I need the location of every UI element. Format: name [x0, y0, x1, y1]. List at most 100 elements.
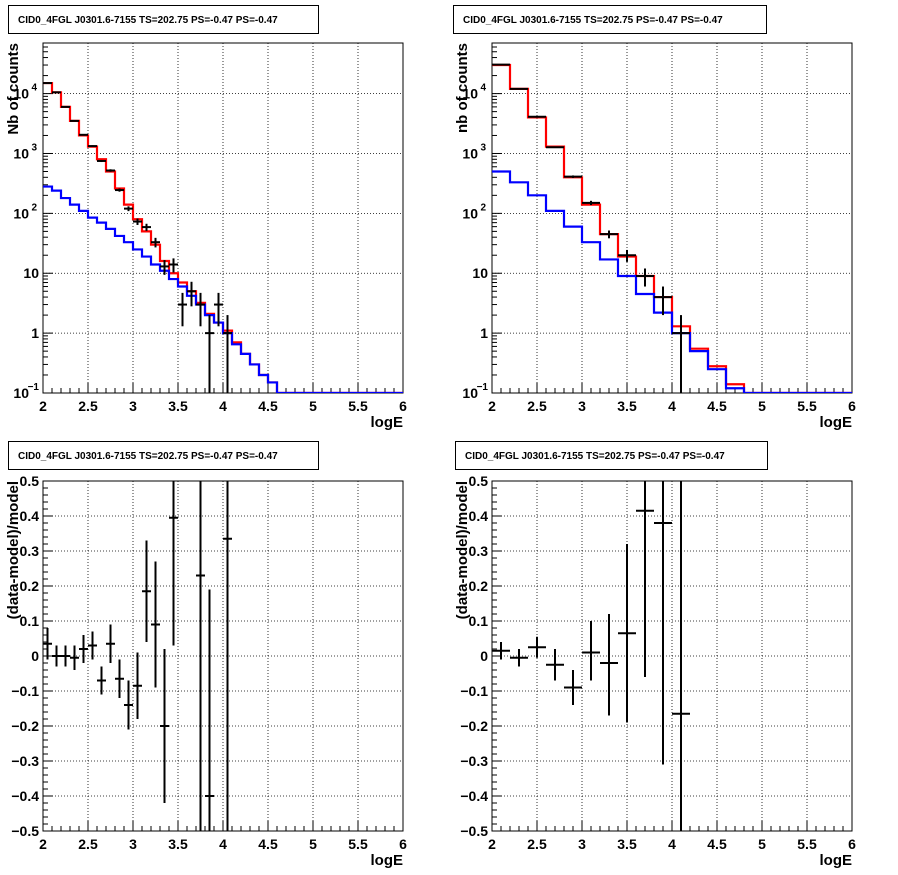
data-point: [61, 645, 70, 667]
x-tick-label: 4.5: [707, 836, 727, 852]
x-axis-title: logE: [371, 414, 404, 431]
x-tick-label: 3.5: [168, 398, 188, 414]
y-axis-ticks: [492, 480, 502, 832]
y-tick-label: 1: [480, 325, 488, 341]
y-tick-base: 1: [480, 325, 488, 341]
data-point: [142, 540, 151, 642]
y-tick-base: 10: [462, 86, 478, 102]
x-axis-title: logE: [820, 852, 853, 869]
plot-area: [43, 481, 232, 831]
data-point: [61, 105, 70, 108]
y-tick-exponent: 3: [480, 142, 486, 153]
x-tick-label: 5.5: [348, 398, 368, 414]
y-tick-label: 10: [13, 205, 29, 221]
y-tick-exponent: 2: [31, 202, 37, 213]
y-tick-label: −0.4: [11, 788, 39, 804]
x-tick-label: 4: [219, 836, 227, 852]
y-axis-title: (data-model)/model: [5, 481, 22, 619]
x-tick-label: 6: [848, 398, 856, 414]
y-tick-label: 0.1: [469, 613, 489, 629]
title-box: [8, 441, 319, 470]
x-tick-label: 3: [129, 836, 137, 852]
data-point: [124, 680, 133, 730]
y-tick-label: 10: [462, 385, 478, 401]
x-tick-label: 3.5: [617, 836, 637, 852]
x-tick-label: 2.5: [527, 398, 547, 414]
y-tick-base: 10: [472, 265, 488, 281]
x-tick-label: 5.5: [797, 836, 817, 852]
x-tick-label: 6: [848, 836, 856, 852]
data-point: [187, 281, 196, 307]
y-tick-base: 10: [462, 205, 478, 221]
x-axis-ticks: [42, 383, 404, 393]
data-point: [672, 481, 690, 831]
y-tick-label: 10: [462, 86, 478, 102]
x-tick-label: 4.5: [258, 398, 278, 414]
panel-title: CID0_4FGL J0301.6-7155 TS=202.75 PS=-0.4…: [463, 15, 723, 26]
y-tick-label: 0.2: [469, 578, 489, 594]
panel-title: CID0_4FGL J0301.6-7155 TS=202.75 PS=-0.4…: [465, 451, 725, 462]
x-tick-label: 2.5: [527, 836, 547, 852]
y-tick-exponent: 4: [31, 83, 37, 94]
data-point: [160, 649, 169, 803]
data-point: [528, 636, 546, 658]
y-tick-exponent: 4: [480, 83, 486, 94]
y-axis-ticks: [43, 42, 53, 394]
data-points: [43, 481, 232, 831]
data-point: [169, 481, 178, 646]
y-tick-label: −0.3: [11, 753, 39, 769]
plot-area: [43, 81, 403, 393]
data-point: [582, 200, 600, 205]
y-tick-label: 0.5: [469, 473, 489, 489]
y-tick-label: 10: [13, 86, 29, 102]
data-point: [510, 649, 528, 667]
y-tick-exponent: 3: [31, 142, 37, 153]
plot-area: [492, 63, 852, 393]
data-point: [636, 268, 654, 287]
x-tick-label: 2.5: [78, 398, 98, 414]
data-point: [52, 645, 61, 667]
y-tick-exponent: −1: [28, 382, 40, 393]
data-point: [142, 223, 151, 231]
data-point: [79, 635, 88, 663]
histogram-series-blue: [43, 185, 403, 393]
y-tick-base: 10: [462, 385, 478, 401]
y-axis-title: nb of counts: [454, 43, 471, 133]
panel-3: CID0_4FGL J0301.6-7155 TS=202.75 PS=-0.4…: [5, 441, 407, 869]
data-point: [151, 237, 160, 248]
data-point: [97, 159, 106, 163]
y-tick-label: 0.3: [469, 543, 489, 559]
data-point: [70, 645, 79, 670]
data-point: [618, 249, 636, 262]
y-tick-base: 10: [462, 145, 478, 161]
data-point: [106, 169, 115, 172]
y-tick-label: −0.4: [460, 788, 488, 804]
y-tick-label: −0.5: [460, 823, 488, 839]
x-tick-label: 3.5: [168, 836, 188, 852]
title-box: [8, 5, 319, 34]
title-box: [455, 441, 768, 470]
x-tick-label: 3: [578, 836, 586, 852]
data-point: [178, 292, 187, 327]
data-point: [70, 119, 79, 122]
y-axis-title: (data-model)/model: [454, 481, 471, 619]
y-tick-label: 0.4: [20, 508, 40, 524]
data-point: [43, 628, 52, 660]
y-tick-exponent: −1: [477, 382, 489, 393]
y-tick-base: 1: [31, 325, 39, 341]
y-tick-base: 10: [13, 385, 29, 401]
data-point: [564, 670, 582, 705]
title-box: [453, 5, 767, 34]
x-tick-label: 2: [39, 836, 47, 852]
data-point: [88, 631, 97, 660]
y-tick-label: −0.3: [460, 753, 488, 769]
y-tick-label: 10: [13, 145, 29, 161]
data-points: [43, 82, 232, 393]
y-tick-label: 0: [31, 648, 39, 664]
x-tick-label: 4.5: [707, 398, 727, 414]
x-tick-label: 3.5: [617, 398, 637, 414]
x-axis-ticks: [491, 821, 853, 831]
data-point: [672, 315, 690, 393]
data-point: [654, 286, 672, 316]
